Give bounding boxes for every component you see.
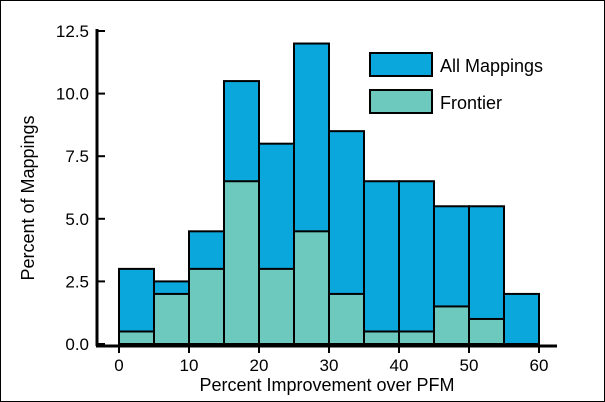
legend-swatch-frontier xyxy=(369,89,433,114)
legend-label-all-mappings: All Mappings xyxy=(440,56,543,76)
bar-all-mappings-55 xyxy=(503,292,540,346)
bar-frontier-20 xyxy=(258,267,295,346)
bar-frontier-30 xyxy=(328,292,365,346)
bars-group xyxy=(118,42,540,346)
bar-frontier-0 xyxy=(118,330,155,346)
x-tick-label: 30 xyxy=(320,356,339,375)
bar-frontier-5 xyxy=(153,292,190,346)
bar-all-mappings-35 xyxy=(363,180,400,345)
y-tick-label: 2.5 xyxy=(65,272,89,291)
x-tick-label: 50 xyxy=(460,356,479,375)
ticks-group: 0.0 2.5 5.0 7.5 10.0 12.5 0 10 20 30 40 50 60 xyxy=(56,22,549,375)
x-axis-title: Percent Improvement over PFM xyxy=(199,375,454,395)
bar-frontier-15 xyxy=(223,180,260,345)
bar-frontier-35 xyxy=(363,330,400,346)
bar-frontier-10 xyxy=(188,267,225,346)
y-tick-label: 12.5 xyxy=(56,22,89,41)
legend-swatch-all-mappings xyxy=(369,52,433,77)
axes-group xyxy=(95,29,557,348)
x-tick-label: 40 xyxy=(390,356,409,375)
bar-frontier-25 xyxy=(293,230,330,346)
y-tick-label: 10.0 xyxy=(56,85,89,104)
y-axis-title: Percent of Mappings xyxy=(18,115,38,280)
bar-all-mappings-40 xyxy=(398,180,435,345)
y-tick-label: 0.0 xyxy=(65,335,89,354)
x-tick-label: 20 xyxy=(250,356,269,375)
legend-label-frontier: Frontier xyxy=(440,93,502,113)
bar-frontier-40 xyxy=(398,330,435,346)
bar-frontier-45 xyxy=(433,305,470,346)
y-tick-label: 7.5 xyxy=(65,147,89,166)
x-tick-label: 10 xyxy=(180,356,199,375)
x-tick-label: 0 xyxy=(114,356,123,375)
x-tick-label: 60 xyxy=(530,356,549,375)
y-tick-label: 5.0 xyxy=(65,210,89,229)
legend: All Mappings Frontier xyxy=(369,52,543,114)
bar-frontier-50 xyxy=(468,317,505,345)
